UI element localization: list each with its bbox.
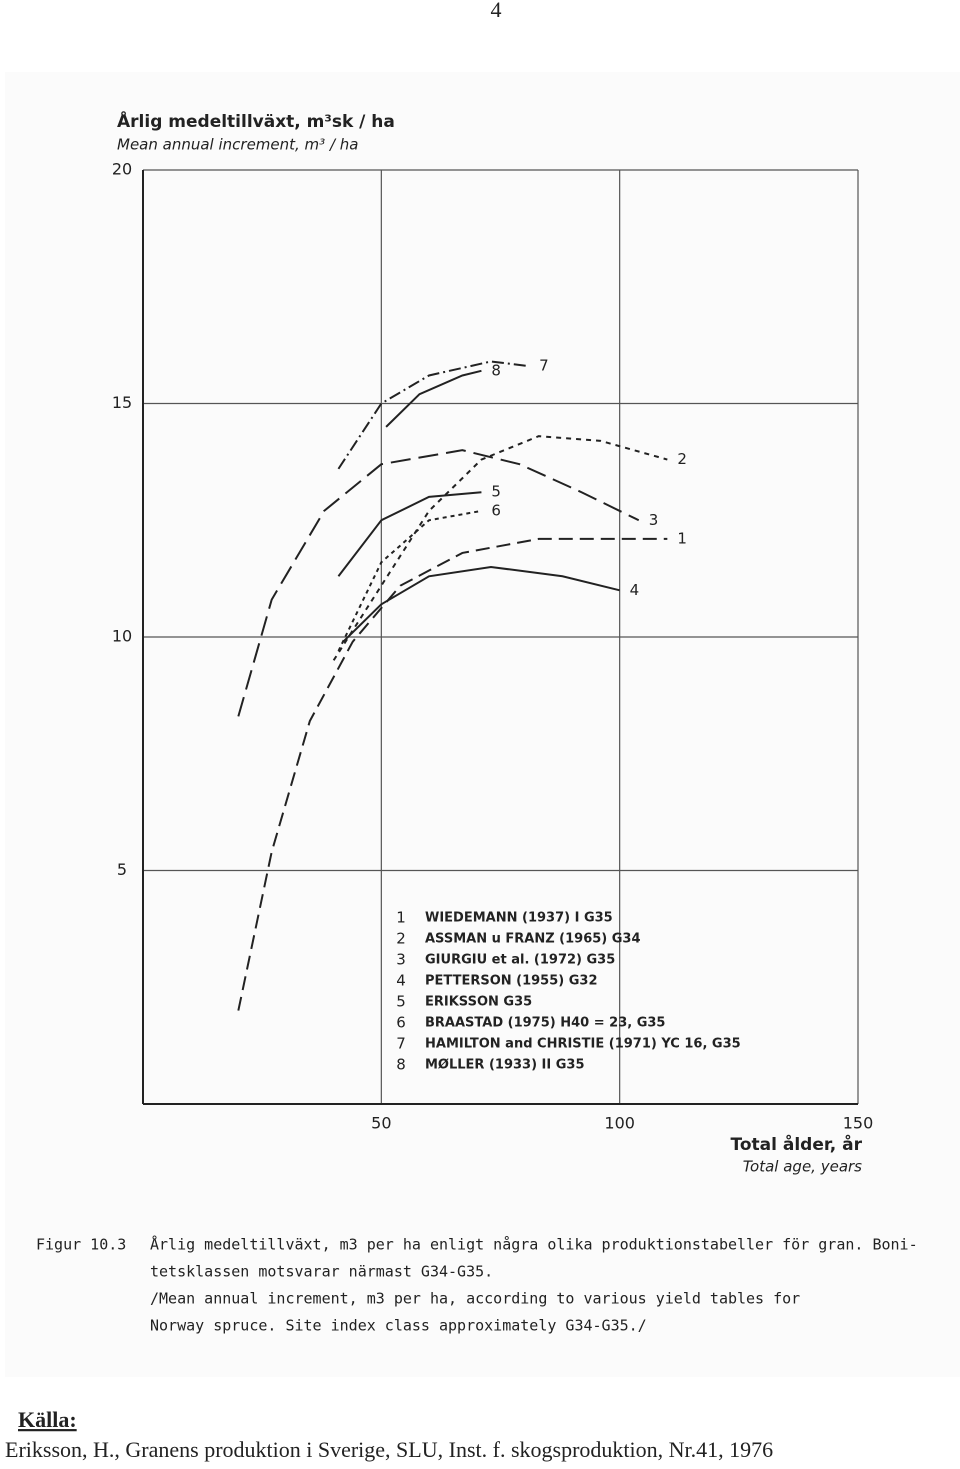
legend-number: 1 <box>396 909 406 927</box>
curve <box>237 537 668 1011</box>
source-text: Eriksson, H., Granens produktion i Sveri… <box>5 1437 773 1462</box>
curve-label: 5 <box>491 483 501 501</box>
legend-number: 8 <box>396 1056 406 1074</box>
curve <box>337 509 482 652</box>
legend-entry: ASSMAN u FRANZ (1965) G34 <box>425 932 641 947</box>
legend-number: 2 <box>396 930 406 948</box>
legend-number: 5 <box>396 993 406 1011</box>
legend-number: 6 <box>396 1014 406 1032</box>
x-tick-label: 100 <box>604 1114 635 1133</box>
legend-number: 3 <box>396 951 406 969</box>
y-tick-label: 20 <box>112 160 132 179</box>
scan-area <box>5 72 960 1377</box>
caption-line: Årlig medeltillväxt, m3 per ha enligt nå… <box>150 1235 918 1254</box>
page-number: 4 <box>491 0 502 22</box>
x-axis-label: Total ålder, år <box>731 1133 863 1155</box>
caption-label: Figur 10.3 <box>36 1236 126 1254</box>
y-axis-label: Mean annual increment, m³ / ha <box>117 136 358 154</box>
curve-label: 1 <box>677 529 687 547</box>
curve-label: 2 <box>677 450 687 468</box>
curve <box>337 360 530 470</box>
legend-number: 7 <box>396 1035 406 1053</box>
legend-entry: MØLLER (1933) II G35 <box>425 1058 585 1073</box>
curve <box>385 369 482 428</box>
legend-entry: HAMILTON and CHRISTIE (1971) YC 16, G35 <box>425 1037 741 1052</box>
curve-label: 3 <box>649 511 659 529</box>
curve <box>337 491 482 577</box>
curve <box>237 449 640 717</box>
x-tick-label: 50 <box>371 1114 391 1133</box>
y-axis-label: Årlig medeltillväxt, m³sk / ha <box>117 109 395 132</box>
x-axis-label: Total age, years <box>743 1158 862 1176</box>
source-heading: Källa: <box>18 1407 77 1432</box>
y-tick-label: 10 <box>112 627 132 646</box>
legend-entry: PETTERSON (1955) G32 <box>425 974 598 989</box>
curve-label: 4 <box>630 581 640 599</box>
x-tick-label: 150 <box>843 1114 874 1133</box>
curve <box>342 565 620 643</box>
curve-label: 8 <box>491 361 501 379</box>
y-tick-label: 15 <box>112 393 132 412</box>
curve-label: 6 <box>491 501 501 519</box>
curve <box>332 435 668 661</box>
legend-number: 4 <box>396 972 406 990</box>
legend-entry: WIEDEMANN (1937) I G35 <box>425 911 613 926</box>
y-tick-label: 5 <box>117 860 127 879</box>
curve-label: 7 <box>539 357 549 375</box>
caption-line: Norway spruce. Site index class approxim… <box>150 1317 647 1335</box>
legend-entry: BRAASTAD (1975) H40 = 23, G35 <box>425 1016 665 1031</box>
legend-entry: ERIKSSON G35 <box>425 995 532 1010</box>
legend-entry: GIURGIU et al. (1972) G35 <box>425 953 615 968</box>
caption-line: tetsklassen motsvarar närmast G34-G35. <box>150 1263 493 1281</box>
caption-line: /Mean annual increment, m3 per ha, accor… <box>150 1290 800 1308</box>
